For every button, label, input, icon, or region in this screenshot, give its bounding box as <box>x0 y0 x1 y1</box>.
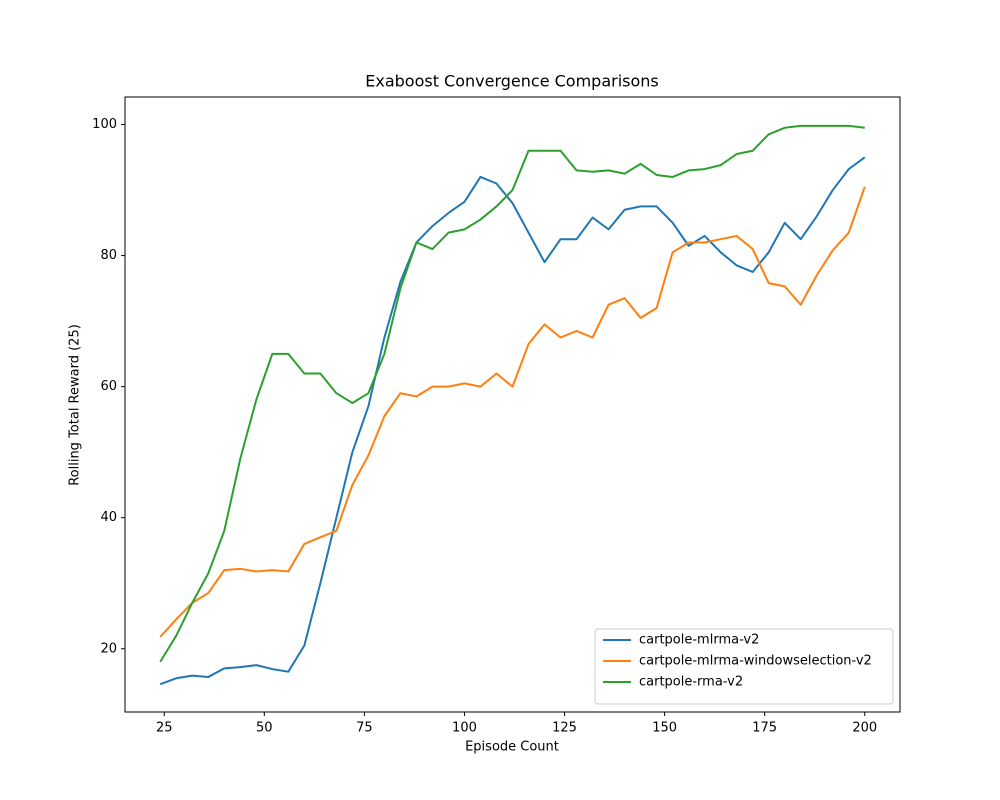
y-tick-label: 60 <box>100 379 117 394</box>
legend-box <box>594 628 894 705</box>
x-tick-label: 150 <box>652 721 677 736</box>
y-tick-label: 80 <box>100 248 117 263</box>
series-line <box>159 156 866 686</box>
legend: cartpole-mlrma-v2 cartpole-mlrma-windowse… <box>594 628 894 705</box>
chart-title: Exaboost Convergence Comparisons <box>365 72 659 91</box>
x-tick-label: 100 <box>452 721 477 736</box>
x-tick-label: 200 <box>852 721 877 736</box>
x-tick-label: 25 <box>156 721 173 736</box>
x-tick-label: 75 <box>356 721 373 736</box>
y-tick-label: 40 <box>100 510 117 525</box>
series-line <box>159 124 865 663</box>
x-tick-label: 50 <box>256 721 273 736</box>
legend-label: cartpole-mlrma-v2 <box>639 633 759 648</box>
x-tick-label: 175 <box>752 721 777 736</box>
y-axis-label: Rolling Total Reward (25) <box>68 324 83 486</box>
legend-label: cartpole-mlrma-windowselection-v2 <box>639 654 872 669</box>
y-tick-label: 20 <box>100 641 117 656</box>
legend-label: cartpole-rma-v2 <box>639 675 743 690</box>
series-line <box>159 186 866 638</box>
x-axis-label: Episode Count <box>465 740 559 755</box>
plot-frame <box>124 96 901 713</box>
x-tick-label: 125 <box>552 721 577 736</box>
y-tick-label: 100 <box>92 117 117 132</box>
